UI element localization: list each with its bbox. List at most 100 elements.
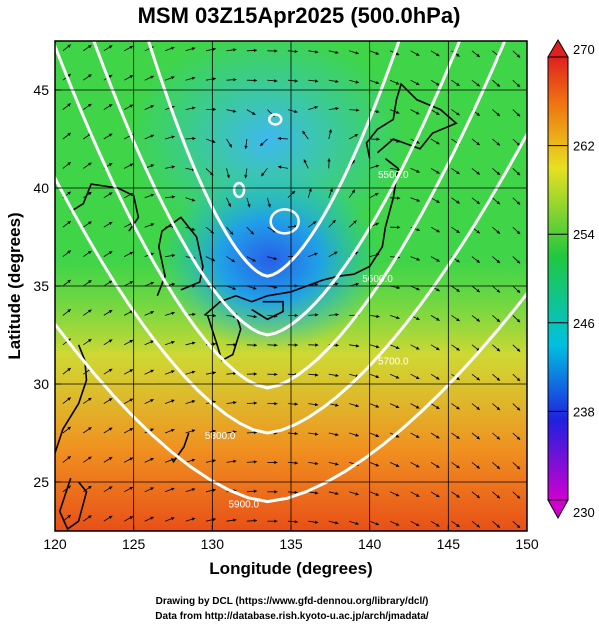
wind-arrowhead <box>334 251 338 255</box>
wind-arrowhead <box>332 220 336 224</box>
wind-arrowhead <box>416 169 420 173</box>
wind-arrowhead <box>108 222 113 225</box>
wind-arrowhead <box>108 457 113 461</box>
wind-arrowhead <box>88 221 92 225</box>
contour-label: 5800.0 <box>205 431 236 442</box>
x-tick-label: 140 <box>358 536 382 552</box>
wind-arrowhead <box>67 44 71 48</box>
wind-arrowhead <box>476 524 480 528</box>
wind-arrowhead <box>314 461 319 466</box>
wind-arrowhead <box>496 171 500 175</box>
wind-arrowhead <box>67 368 71 372</box>
colorbar-bottom-cap <box>547 499 569 520</box>
wind-arrowhead <box>476 83 480 87</box>
x-tick-label: 125 <box>122 536 146 552</box>
wind-arrowhead <box>375 193 379 196</box>
wind-arrowhead <box>274 49 278 53</box>
wind-arrowhead <box>88 103 92 107</box>
wind-arrowhead <box>496 406 500 411</box>
height-contour-line <box>92 41 462 337</box>
wind-arrowhead <box>351 189 355 194</box>
wind-arrowhead <box>108 133 113 137</box>
wind-arrowhead <box>67 456 71 460</box>
wind-arrowhead <box>150 428 154 432</box>
wind-arrowhead <box>67 515 71 519</box>
wind-arrowhead <box>212 488 216 492</box>
wind-arrowhead <box>191 341 196 345</box>
wind-arrowhead <box>191 488 196 492</box>
wind-arrowhead <box>476 259 480 263</box>
wind-arrowhead <box>67 74 71 78</box>
wind-arrowhead <box>496 142 500 146</box>
contour-label: 5700.0 <box>378 356 409 367</box>
wind-arrowhead <box>229 231 234 235</box>
wind-arrowhead <box>274 372 278 376</box>
y-tick-label: 35 <box>33 278 49 294</box>
y-tick-label: 40 <box>33 180 49 196</box>
wind-arrowhead <box>355 80 359 84</box>
colorbar-ticks: 230 238 246 254 262 270 <box>548 42 595 520</box>
wind-arrowhead <box>274 460 278 465</box>
wind-arrowhead <box>150 487 154 491</box>
wind-arrowhead <box>150 193 154 197</box>
wind-arrowhead <box>171 487 175 491</box>
wind-arrowhead <box>88 456 92 460</box>
colorbar-tick-label: 238 <box>573 404 595 419</box>
height-contour-line <box>55 291 527 504</box>
wind-arrowhead <box>88 309 92 313</box>
wind-arrowhead <box>376 137 380 141</box>
wind-arrowhead <box>516 171 521 176</box>
wind-arrowhead <box>335 373 339 377</box>
wind-arrowhead <box>191 458 196 462</box>
wind-arrowhead <box>192 136 196 141</box>
wind-arrowhead <box>415 376 420 379</box>
wind-arrowhead <box>129 487 133 490</box>
x-axis-label: Longitude (degrees) <box>209 559 372 578</box>
wind-arrowhead <box>88 45 92 49</box>
wind-arrowhead <box>108 45 113 49</box>
wind-arrowhead <box>108 427 113 431</box>
wind-arrowhead <box>496 465 500 469</box>
wind-arrowhead <box>436 464 440 468</box>
wind-arrowhead <box>375 374 380 379</box>
coastline <box>206 313 242 362</box>
wind-arrowhead <box>150 75 154 79</box>
wind-arrowhead <box>476 141 480 146</box>
wind-arrowhead <box>415 434 420 438</box>
wind-arrowhead <box>171 370 175 374</box>
wind-arrowhead <box>355 521 359 525</box>
wind-arrowhead <box>496 495 500 499</box>
coastline <box>251 300 284 321</box>
wind-arrowhead <box>233 343 237 347</box>
wind-arrowhead <box>267 204 271 208</box>
wind-arrowhead <box>129 104 133 108</box>
wind-arrowhead <box>436 494 440 498</box>
wind-arrowhead <box>315 313 319 317</box>
wind-arrowhead <box>233 371 237 376</box>
coastline <box>156 216 204 297</box>
wind-arrowhead <box>314 520 319 524</box>
wind-arrowhead <box>171 135 175 139</box>
wind-arrowhead <box>516 465 521 470</box>
wind-arrowhead <box>476 435 480 440</box>
wind-arrowhead <box>436 229 440 233</box>
wind-arrowhead <box>415 493 420 497</box>
wind-arrowhead <box>496 289 500 293</box>
wind-arrowhead <box>335 50 339 54</box>
plot-area: 5500.0 5600.0 5700.0 5800.0 5900.0 <box>55 41 527 531</box>
wind-arrowhead <box>212 314 216 318</box>
wind-arrowhead <box>261 172 265 177</box>
wind-arrowhead <box>129 340 133 343</box>
wind-arrowhead <box>456 435 460 439</box>
wind-arrowhead <box>150 340 154 344</box>
wind-arrowhead <box>496 524 500 528</box>
colorbar-top-cap <box>547 39 569 58</box>
wind-arrowhead <box>253 519 257 523</box>
wind-arrowhead <box>308 188 312 192</box>
wind-arrowhead <box>129 281 134 285</box>
wind-arrowhead <box>375 404 379 408</box>
wind-arrowhead <box>314 402 319 407</box>
wind-arrowhead <box>88 339 92 343</box>
wind-arrowhead <box>516 142 521 146</box>
wind-arrowhead <box>496 83 500 87</box>
